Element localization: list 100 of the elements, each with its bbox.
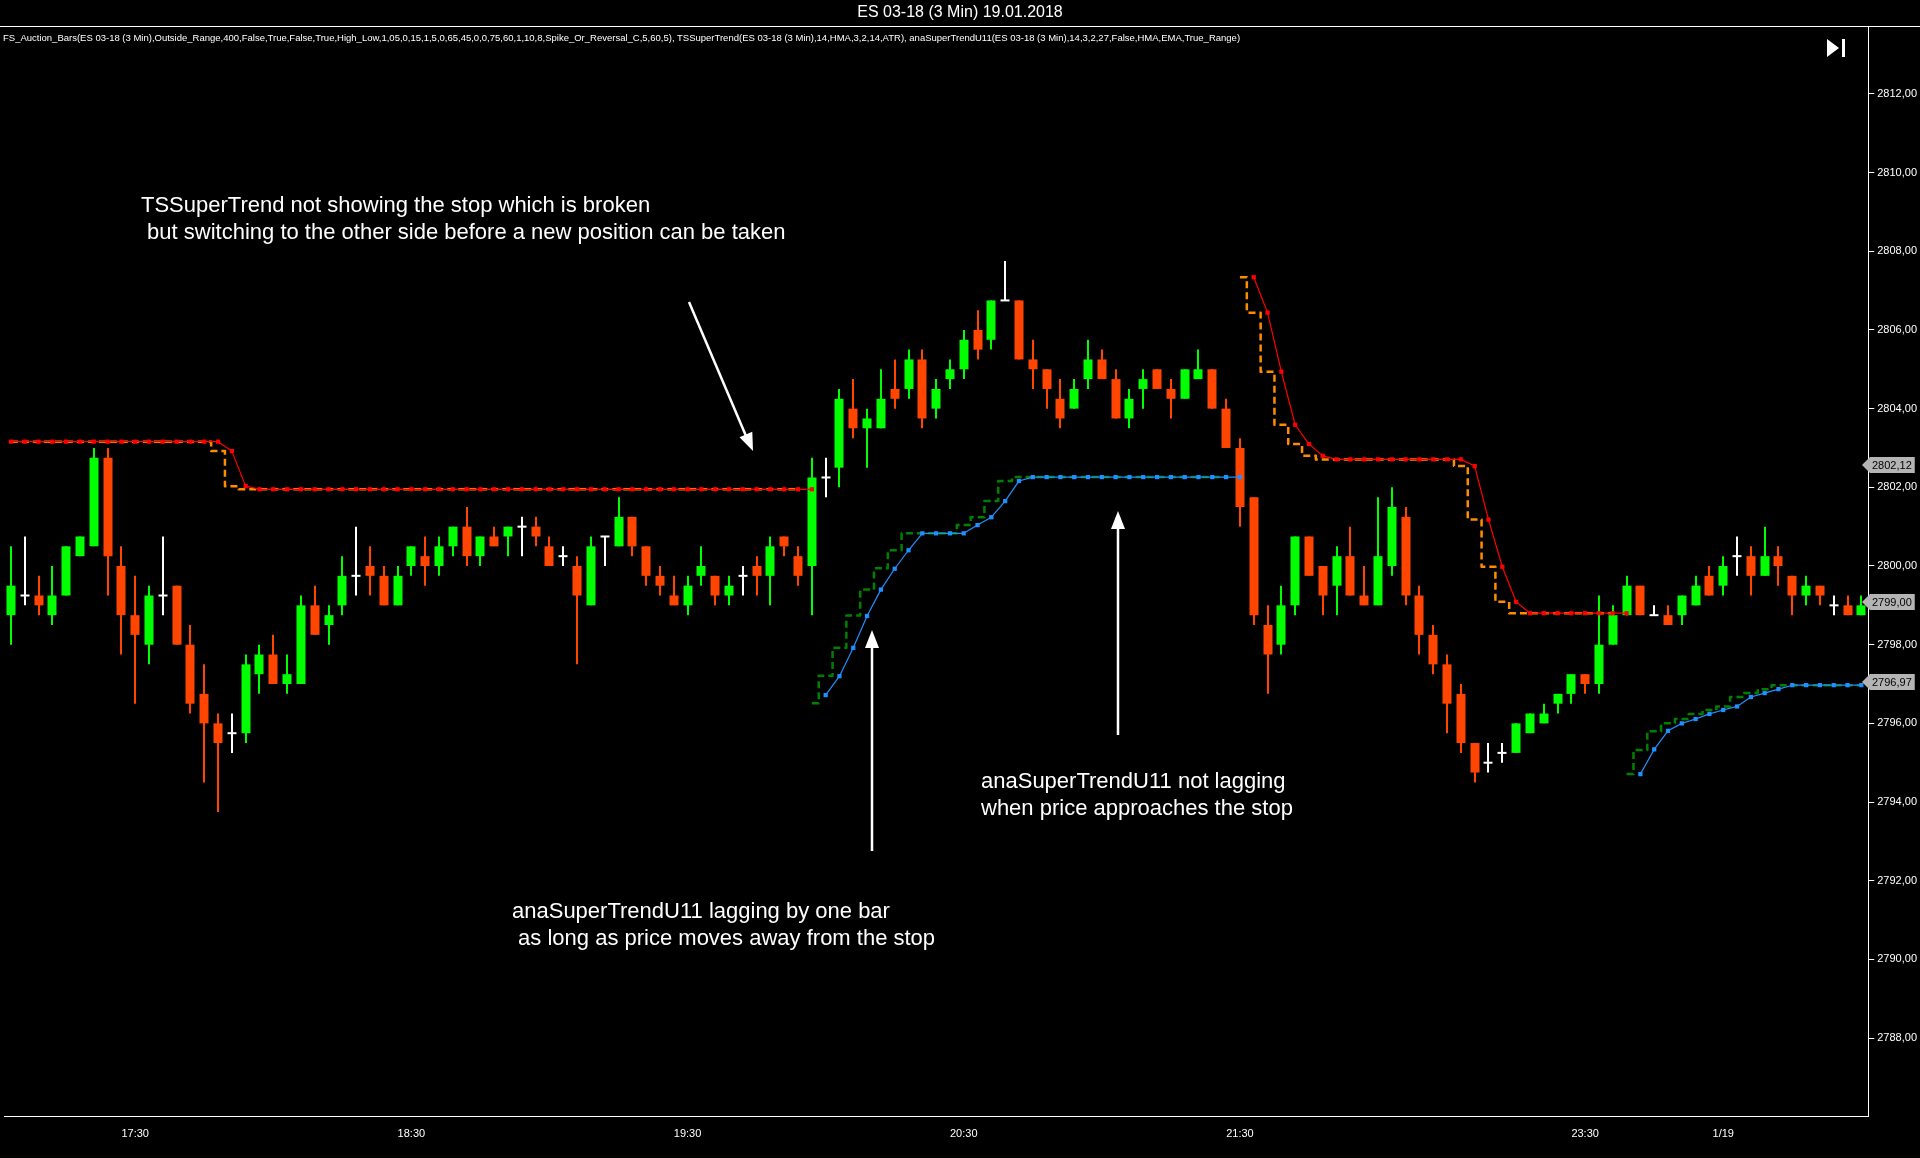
candlestick [1649,604,1659,617]
candlestick [1138,368,1148,410]
candlestick [1000,260,1010,302]
y-tick-label: 2798,00 [1877,637,1917,650]
candlestick [213,712,223,813]
candlestick [1497,742,1507,764]
candlestick [254,643,264,695]
candlestick [696,545,706,587]
point [975,522,980,528]
candlestick [227,712,237,754]
candlestick [1677,594,1687,627]
candlestick [1732,535,1742,577]
candlestick [47,565,57,627]
candlestick [517,515,527,558]
candlestick [669,574,679,607]
candlestick [1359,565,1369,607]
candlestick [779,535,789,558]
candlestick [1829,594,1839,617]
candlestick [821,456,831,499]
candlestick [448,525,458,558]
candlestick [945,358,955,390]
point [1707,711,1712,717]
candlestick [20,535,30,607]
candlestick [1718,555,1728,597]
candlestick [1083,338,1093,390]
candlestick [848,378,858,440]
candlestick [1746,545,1756,597]
candlestick [434,535,444,577]
point [878,587,883,592]
y-tick-label: 2790,00 [1877,952,1917,965]
x-tick-label: 20:30 [949,1127,978,1140]
candlestick [130,574,140,705]
candlestick [503,525,513,558]
candlestick [1193,348,1203,381]
candlestick [406,545,416,577]
candlestick [544,535,554,567]
y-tick-label: 2796,00 [1877,716,1917,729]
candlestick [1566,673,1576,705]
point [1196,474,1201,480]
annotation: anaSuperTrendU11 not lagging when price approaches the stop [981,767,1293,821]
candlestick [1097,348,1107,381]
candlestick [931,378,941,420]
candlestick [158,535,168,617]
point [1734,704,1740,709]
candlestick [1483,742,1493,774]
candlestick [531,515,541,548]
chart-title: ES 03-18 (3 Min) 19.01.2018 [856,3,1064,21]
point [1127,474,1132,480]
candlestick [1773,545,1783,587]
y-tick-label: 2808,00 [1877,244,1917,257]
candlestick [1028,338,1038,390]
y-tick-label: 2802,00 [1877,480,1917,493]
y-tick-label: 2804,00 [1877,401,1917,414]
candlestick [793,545,803,587]
text: 2796,97 [1862,674,1915,690]
candlestick [752,555,762,597]
point [1776,687,1781,692]
text: FS_Auction_Bars(ES 03-18 (3 Min),Outside_Range,400,False,True,False,True,High_Low,1,05,0,15,1,5,0,65,45,0,0,75,60,1,10,8,Spike_Or_Reversal_C,5,60,5), TSSuperTrend(ES 03-18 (3 Min),14,HMA,3,2,14,ATR), anaSuperTrendU11(ES 03-18 (3 Min),14,3,2,27,False,HMA,EMA,True_Range) [3,32,1241,43]
x-tick-label: 1/19 [1712,1127,1734,1140]
y-tick-label: 2812,00 [1877,86,1917,99]
candlestick [1042,368,1052,410]
point [1638,772,1643,777]
candlestick [724,574,734,607]
candlestick [282,653,292,695]
candlestick [420,535,430,587]
candlestick [558,545,568,567]
y-tick-label: 2810,00 [1877,165,1917,178]
x-tick-label: 21:30 [1226,1127,1254,1140]
candlestick [365,545,375,597]
candlestick [738,565,748,597]
point [837,674,842,679]
candlestick [1787,574,1797,617]
y-tick-label: 2788,00 [1877,1031,1917,1044]
point [1044,474,1049,480]
x-tick-label: 17:30 [121,1127,149,1140]
candlestick [973,309,983,361]
candlestick [324,604,334,646]
annotation: anaSuperTrendU11 lagging by one bar as long as price moves away from the stop [512,897,936,951]
candlestick [1691,574,1701,607]
point [906,548,911,553]
x-tick-label: 18:30 [397,1127,426,1140]
candlestick [1166,378,1176,420]
x-tick-label: 23:30 [1571,1127,1599,1140]
y-tick-label: 2800,00 [1877,559,1917,572]
candlestick [1055,378,1065,430]
point [1845,683,1850,688]
candlestick [1704,565,1714,597]
y-tick-label: 2792,00 [1877,873,1917,886]
candlestick [655,565,665,597]
candlestick [683,574,693,617]
candlestick [34,574,44,617]
point [1058,474,1063,480]
candlestick [351,525,361,597]
candlestick [890,358,900,410]
candlestick [862,407,872,469]
y-tick-label: 2794,00 [1877,795,1917,808]
candlestick [475,535,485,567]
text: 2802,12 [1862,457,1915,473]
text: 2799,00 [1862,594,1915,610]
candlestick [1124,387,1134,430]
